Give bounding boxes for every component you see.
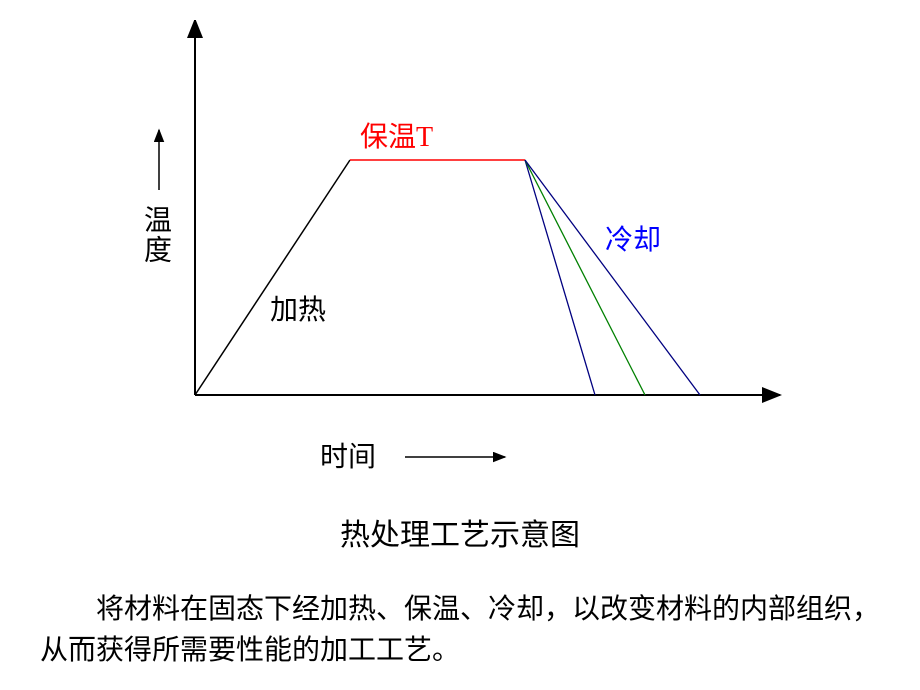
chart-container: [100, 20, 820, 460]
diagram-svg: [100, 20, 820, 460]
description-text: 将材料在固态下经加热、保温、冷却，以改变材料的内部组织，从而获得所需要性能的加工…: [40, 590, 880, 671]
heating-label: 加热: [270, 288, 326, 328]
y-axis-label: 温度: [135, 205, 175, 265]
figure-caption: 热处理工艺示意图: [0, 510, 920, 554]
cooling-label: 冷却: [605, 218, 661, 258]
y-axis-arrow-icon: [153, 125, 165, 195]
holding-label: 保温T: [360, 115, 433, 155]
x-axis-arrow-icon: [400, 451, 510, 463]
x-axis-label: 时间: [320, 435, 376, 475]
